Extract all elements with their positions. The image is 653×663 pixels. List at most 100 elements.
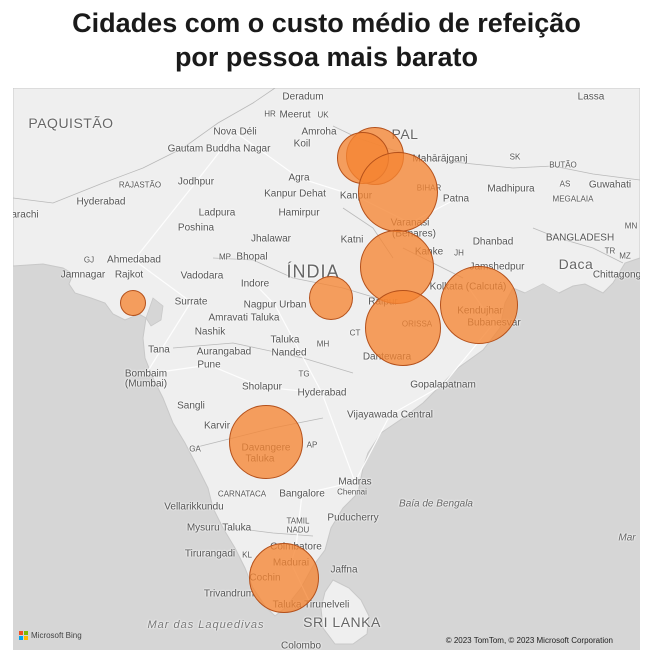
map-label: Puducherry <box>327 512 379 524</box>
map-label: Amravati Taluka <box>208 312 280 324</box>
map-label: Baía de Bengala <box>399 498 473 510</box>
map-label: Mahārājganj <box>412 153 468 165</box>
map-label: Pune <box>197 359 221 371</box>
map-label: PAQUISTÃO <box>28 115 114 131</box>
map-label: Madhipura <box>487 183 535 195</box>
title-line-2: por pessoa mais barato <box>174 42 479 72</box>
land-sri-lanka <box>320 579 370 645</box>
map-label: Colombo <box>280 640 322 651</box>
map-label: Hamirpur <box>278 207 320 219</box>
map-label: MZ <box>619 251 631 261</box>
bing-logo-text: Microsoft Bing <box>31 631 82 640</box>
map-base <box>13 88 640 645</box>
map-label: TG <box>298 369 310 379</box>
map-label: Trivandrum <box>203 588 255 600</box>
map-label: UK <box>317 110 329 120</box>
map-label: Jodhpur <box>177 176 215 188</box>
map-label: Amroha <box>301 126 337 138</box>
gulf-khambhat <box>145 297 164 327</box>
map-label: MP <box>219 252 231 262</box>
map-label: Taluka Tirunelveli <box>272 599 350 611</box>
map-label: Ladpura <box>198 207 236 219</box>
map-label: Meerut <box>279 109 311 121</box>
delta-water <box>525 284 559 306</box>
map-label: Sholapur <box>241 381 283 393</box>
map-label: TR <box>604 246 616 256</box>
map-label: CARNATACA <box>217 489 267 499</box>
map-label: Jaffna <box>330 564 358 576</box>
map-label: Hyderabad <box>297 387 347 399</box>
map-label: Vellarikkundu <box>164 501 224 513</box>
map-label: Katni <box>340 234 364 246</box>
map-label: Rajkot <box>114 269 144 281</box>
map-label: RAJASTÃO <box>118 180 162 190</box>
map-label: SK <box>509 152 521 162</box>
map-label: Aurangabad <box>196 346 252 358</box>
city-bubble[interactable] <box>358 152 438 232</box>
map-label: CT <box>349 328 361 338</box>
map-label: Jhalawar <box>250 233 292 245</box>
map-label: Bombaim <box>124 368 168 380</box>
city-bubble[interactable] <box>365 290 441 366</box>
map-label: Nanded <box>271 347 307 359</box>
map-label: Daca <box>558 256 594 272</box>
map-label: Lassa <box>577 91 605 103</box>
map-label: NADU <box>286 525 310 535</box>
map-label: Jamshedpur <box>469 261 525 273</box>
map-label: Mar das Laquedivas <box>147 619 265 631</box>
city-bubble[interactable] <box>309 276 353 320</box>
land-mainland <box>13 88 640 617</box>
map-label: GJ <box>83 255 95 265</box>
city-bubble[interactable] <box>120 290 146 316</box>
map-label: Jamnagar <box>60 269 106 281</box>
map-label: Chittagong <box>592 269 640 281</box>
city-bubble[interactable] <box>440 266 518 344</box>
map-label: GA <box>189 444 201 454</box>
map-label: Bangalore <box>279 488 325 500</box>
map-label: AP <box>306 440 318 450</box>
map-copyright: © 2023 TomTom, © 2023 Microsoft Corporat… <box>445 636 613 645</box>
map-label: Hyderabad <box>76 196 126 208</box>
map-label: Indore <box>240 278 270 290</box>
map-label: Dhanbad <box>472 236 514 248</box>
map-label: Nagpur Urban <box>243 299 307 311</box>
map-label: Agra <box>288 172 310 184</box>
map-label: Mysuru Taluka <box>186 522 252 534</box>
map-label: MH <box>316 339 330 349</box>
map-label: Deradum <box>282 91 324 103</box>
city-bubble[interactable] <box>249 543 319 613</box>
map-label: MN <box>624 221 638 231</box>
map-label: Kanpur <box>339 190 373 202</box>
map-label: (Mumbai) <box>124 378 168 390</box>
map-label: Nashik <box>194 326 226 338</box>
map-label: HR <box>264 109 276 119</box>
map-label: Patna <box>442 193 470 205</box>
map-label: AS <box>559 179 571 189</box>
map-label: SRI LANKA <box>303 614 381 630</box>
map-label: BUTÃO <box>549 160 577 170</box>
map-label: Taluka <box>270 334 300 346</box>
map-view[interactable]: PAQUISTÃO ÍNDIA PAL Lassa Deradum HR Meerut UK N… <box>13 88 640 650</box>
map-label: Karvir <box>203 420 231 432</box>
map-label: arachi <box>13 209 39 221</box>
map-label: Guwahati <box>588 179 632 191</box>
map-label: Poshina <box>177 222 215 234</box>
map-label: Nova Déli <box>213 126 257 138</box>
map-label: Vijayawada Central <box>347 409 433 421</box>
bing-logo: Microsoft Bing <box>19 631 82 640</box>
map-label: JH <box>454 248 464 258</box>
map-label: Surrate <box>174 296 208 308</box>
map-label: Kanpur Dehat <box>264 188 326 200</box>
map-label: Sangli <box>177 400 205 412</box>
map-label: Chennai <box>337 487 367 497</box>
map-label: Tana <box>148 344 170 356</box>
map-label: MEGALAIA <box>552 194 594 204</box>
map-label: KL <box>242 550 252 560</box>
map-label: Ahmedabad <box>107 254 161 266</box>
map-label: Koil <box>293 138 311 150</box>
map-label: BANGLADESH <box>545 232 615 244</box>
title-line-1: Cidades com o custo médio de refeição <box>72 8 581 38</box>
city-bubble[interactable] <box>229 405 303 479</box>
map-label: Vadodara <box>180 270 224 282</box>
map-label: Tirurangadi <box>184 548 236 560</box>
